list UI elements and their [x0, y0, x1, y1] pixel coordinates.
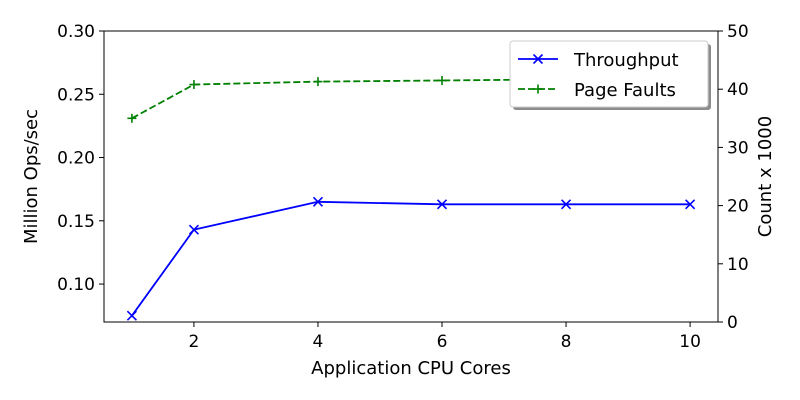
y2-tick-label: 50 — [727, 22, 749, 42]
y2-tick-label: 40 — [727, 80, 749, 100]
data-point-throughput-0-stroke-b — [126, 310, 137, 321]
y2-tick-label: 0 — [727, 313, 738, 333]
data-point-throughput-2-stroke-b — [312, 196, 324, 207]
data-point-throughput-5-stroke-b — [685, 199, 696, 210]
legend-label-page-faults: Page Faults — [574, 80, 676, 101]
data-point-page-faults-1 — [189, 80, 199, 90]
data-point-page-faults-2 — [313, 77, 323, 87]
x-tick-label: 6 — [437, 332, 448, 352]
data-point-throughput-2 — [312, 196, 324, 207]
y-tick-label: 0.30 — [57, 22, 95, 42]
y2-axis-label: Count x 1000 — [755, 116, 776, 237]
legend-marker-throughput — [532, 53, 544, 65]
legend-entry-throughput: Throughput — [518, 50, 679, 71]
y-tick-label: 0.15 — [57, 212, 95, 232]
plot-area — [126, 74, 696, 321]
x-tick-label: 2 — [189, 332, 200, 352]
data-point-throughput-4-stroke-b — [560, 199, 572, 210]
legend-box — [509, 40, 709, 108]
x-tick-label: 8 — [561, 332, 572, 352]
x-tick-label: 4 — [313, 332, 324, 352]
data-point-throughput-4 — [560, 199, 572, 210]
legend-entry-page-faults: Page Faults — [518, 80, 676, 101]
y-axis-label: Million Ops/sec — [21, 109, 42, 244]
data-point-throughput-1 — [188, 224, 199, 235]
series-throughput — [126, 196, 696, 321]
legend-marker-page-faults — [533, 84, 543, 94]
legend-marker-throughput-stroke-b — [532, 53, 544, 65]
data-point-page-faults-0 — [127, 113, 137, 123]
y-tick-label: 0.20 — [57, 149, 95, 169]
legend: Throughput Page Faults — [509, 40, 711, 110]
data-point-throughput-3-stroke-b — [436, 199, 448, 210]
data-point-throughput-0 — [126, 310, 137, 321]
data-point-page-faults-3 — [437, 75, 447, 85]
plot-frame — [103, 30, 719, 323]
y2-tick-label: 30 — [727, 138, 749, 158]
y2-tick-label: 10 — [727, 255, 749, 275]
data-point-throughput-1-stroke-b — [188, 224, 199, 235]
y-tick-label: 0.25 — [57, 85, 95, 105]
y-tick-label: 0.10 — [57, 275, 95, 295]
axes: 2 4 6 8 10 0.10 0.15 0.20 0.25 0.30 0 10 20 30 40 50 App… — [21, 22, 776, 379]
series-line-throughput — [131, 200, 691, 317]
y2-tick-label: 20 — [727, 197, 749, 217]
data-point-throughput-3 — [436, 199, 448, 210]
x-tick-label: 10 — [679, 332, 701, 352]
legend-label-throughput: Throughput — [573, 50, 679, 71]
data-point-throughput-5 — [685, 199, 696, 210]
x-axis-label: Application CPU Cores — [311, 358, 511, 379]
